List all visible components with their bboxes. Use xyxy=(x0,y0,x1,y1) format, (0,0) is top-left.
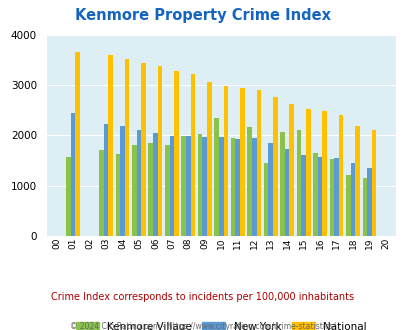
Bar xyxy=(115,154,120,236)
Bar xyxy=(75,52,80,236)
Text: Kenmore Property Crime Index: Kenmore Property Crime Index xyxy=(75,8,330,23)
Bar xyxy=(263,163,268,236)
Text: Crime Index corresponds to incidents per 100,000 inhabitants: Crime Index corresponds to incidents per… xyxy=(51,292,354,302)
Bar xyxy=(289,104,293,236)
Bar xyxy=(284,149,289,236)
Bar xyxy=(197,134,202,236)
Bar xyxy=(99,150,103,236)
Bar xyxy=(185,136,190,236)
Bar xyxy=(141,63,145,236)
Bar xyxy=(120,126,124,236)
Bar xyxy=(190,74,195,236)
Bar xyxy=(329,159,333,236)
Bar xyxy=(345,175,350,236)
Bar xyxy=(103,124,108,236)
Bar xyxy=(124,59,129,236)
Bar xyxy=(230,138,235,236)
Bar xyxy=(272,97,277,236)
Bar xyxy=(202,137,207,236)
Bar xyxy=(164,145,169,236)
Bar xyxy=(235,139,239,236)
Bar xyxy=(239,88,244,236)
Bar xyxy=(251,138,256,236)
Bar xyxy=(108,55,113,236)
Bar xyxy=(317,157,322,236)
Bar xyxy=(174,71,178,236)
Bar xyxy=(223,86,228,236)
Bar xyxy=(153,133,157,236)
Bar xyxy=(371,129,375,236)
Bar xyxy=(366,168,371,236)
Bar xyxy=(66,157,70,236)
Legend: Kenmore Village, New York, National: Kenmore Village, New York, National xyxy=(72,318,370,330)
Bar xyxy=(305,109,310,236)
Bar xyxy=(132,145,136,236)
Bar xyxy=(247,127,251,236)
Bar xyxy=(338,115,343,236)
Bar xyxy=(333,158,338,236)
Bar xyxy=(354,126,359,236)
Bar xyxy=(256,90,260,236)
Bar xyxy=(214,118,218,236)
Bar xyxy=(136,130,141,236)
Bar xyxy=(157,66,162,236)
Bar xyxy=(148,143,153,236)
Text: © 2024 CityRating.com - https://www.cityrating.com/crime-statistics/: © 2024 CityRating.com - https://www.city… xyxy=(70,322,335,330)
Bar xyxy=(70,113,75,236)
Bar xyxy=(296,130,301,236)
Bar xyxy=(362,178,366,236)
Bar xyxy=(181,136,185,236)
Bar xyxy=(169,136,174,236)
Bar xyxy=(301,155,305,236)
Bar xyxy=(218,137,223,236)
Bar xyxy=(322,112,326,236)
Bar xyxy=(268,143,272,236)
Bar xyxy=(312,153,317,236)
Bar xyxy=(279,132,284,236)
Bar xyxy=(350,163,354,236)
Bar xyxy=(207,82,211,236)
